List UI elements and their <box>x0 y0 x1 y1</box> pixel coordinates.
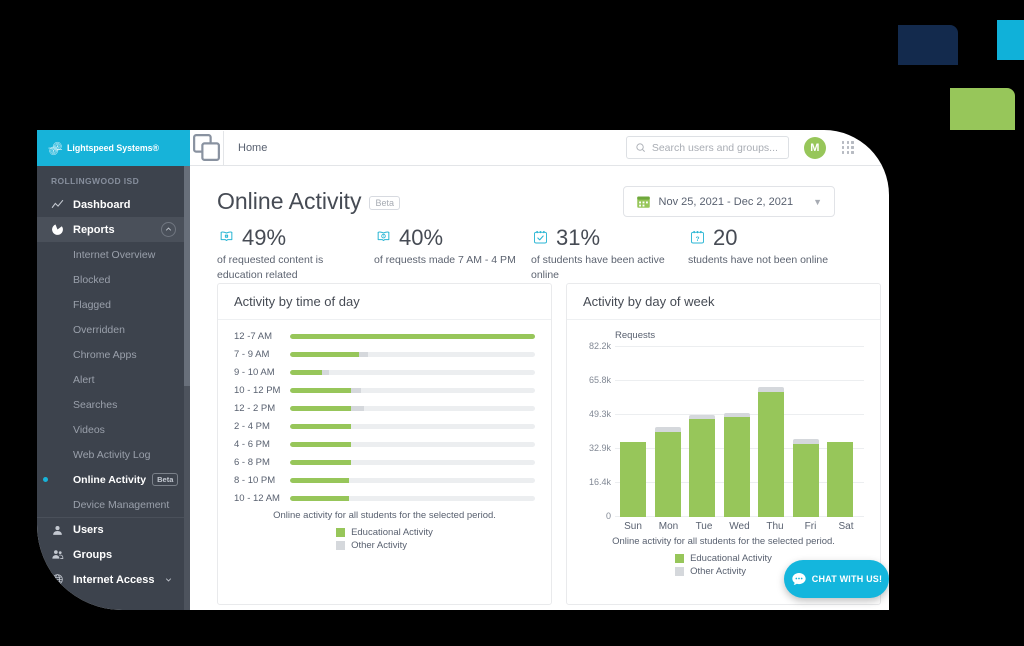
svg-text:?: ? <box>696 236 700 243</box>
